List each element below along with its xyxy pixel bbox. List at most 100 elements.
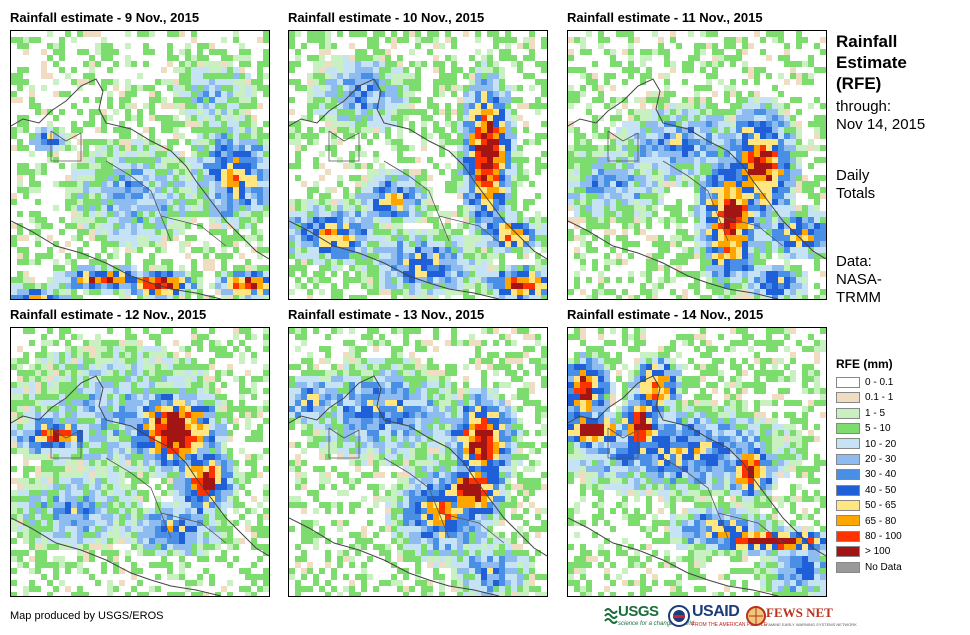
legend-label: 65 - 80 <box>865 515 897 527</box>
legend-item: 10 - 20 <box>836 438 946 453</box>
rainfall-raster <box>289 328 547 596</box>
legend-label: 80 - 100 <box>865 531 902 542</box>
legend-item: 30 - 40 <box>836 468 946 483</box>
legend-label: No Data <box>865 561 902 573</box>
rainfall-map <box>10 30 270 300</box>
totals-line: Daily <box>836 167 870 184</box>
rainfall-map <box>567 30 827 300</box>
legend-swatch <box>836 438 860 450</box>
legend-swatch <box>836 453 860 465</box>
panel-title: Rainfall estimate - 14 Nov., 2015 <box>567 307 764 322</box>
coastline <box>568 220 779 299</box>
source-line: Data: <box>836 253 872 270</box>
rainfall-map <box>288 327 548 597</box>
coastline <box>568 78 826 260</box>
legend-item: 1 - 5 <box>836 407 946 422</box>
legend-label: 0 - 0.1 <box>865 377 894 388</box>
usgs-tagline: science for a changing world <box>618 621 695 627</box>
usaid-tagline: FROM THE AMERICAN PEOPLE <box>692 622 767 628</box>
legend-label: 20 - 30 <box>865 454 897 465</box>
country-border <box>50 427 227 544</box>
rainfall-map <box>10 327 270 597</box>
rainfall-raster <box>568 31 826 299</box>
coastline <box>11 78 269 260</box>
usgs-logo: USGS science for a changing world <box>604 603 694 631</box>
legend-swatch <box>836 392 860 404</box>
country-border <box>607 427 784 544</box>
legend-label: 5 - 10 <box>865 423 891 435</box>
legend-main-title: Rainfall Estimate (RFE) <box>836 31 966 94</box>
legend-item: 0 - 0.1 <box>836 376 946 391</box>
title-line: (RFE) <box>836 74 882 93</box>
fews-net-logo: FEWS NET FAMINE EARLY WARNING SYSTEMS NE… <box>746 603 857 631</box>
fews-globe-icon <box>746 606 766 626</box>
legend-swatch <box>836 515 860 527</box>
panel-title: Rainfall estimate - 13 Nov., 2015 <box>288 307 485 322</box>
source-line: NASA- <box>836 271 882 288</box>
title-line: Rainfall <box>836 32 898 51</box>
usaid-logo: USAID FROM THE AMERICAN PEOPLE <box>668 603 767 631</box>
rainfall-raster <box>568 328 826 596</box>
coastline <box>289 220 500 299</box>
legend-item: 80 - 100 <box>836 530 946 545</box>
map-credit: Map produced by USGS/EROS <box>10 610 164 622</box>
rainfall-raster <box>11 31 269 299</box>
coastline <box>11 375 269 557</box>
coastline <box>568 375 826 557</box>
country-border <box>328 427 505 544</box>
legend-item: > 100 <box>836 545 946 560</box>
legend-swatch <box>836 500 860 512</box>
source-line: TRMM <box>836 289 881 306</box>
usaid-seal-icon <box>668 605 690 627</box>
through-date: through: Nov 14, 2015 <box>836 98 966 134</box>
country-border <box>328 130 505 247</box>
coastline <box>11 517 222 596</box>
coastline <box>11 220 222 299</box>
coastline <box>289 375 547 557</box>
panel-title: Rainfall estimate - 10 Nov., 2015 <box>288 10 485 25</box>
coastline <box>289 517 500 596</box>
totals-line: Totals <box>836 185 876 202</box>
legend-swatch <box>836 407 860 419</box>
data-source: Data: NASA- TRMM <box>836 253 966 307</box>
fews-name: FEWS NET <box>766 605 833 620</box>
legend-swatch <box>836 423 860 435</box>
rainfall-map <box>288 30 548 300</box>
usaid-name: USAID <box>692 603 740 620</box>
usgs-name: USGS <box>618 603 659 620</box>
rainfall-raster <box>289 31 547 299</box>
legend-item: 5 - 10 <box>836 422 946 437</box>
legend-item: 50 - 65 <box>836 499 946 514</box>
legend-item: 0.1 - 1 <box>836 391 946 406</box>
legend-label: 30 - 40 <box>865 469 897 481</box>
legend-swatch <box>836 469 860 481</box>
legend-item: 40 - 50 <box>836 484 946 499</box>
legend-swatch <box>836 530 860 542</box>
legend-swatch <box>836 561 860 573</box>
legend-label: 0.1 - 1 <box>865 392 894 404</box>
rainfall-raster <box>11 328 269 596</box>
coastline <box>289 78 547 260</box>
daily-totals-label: Daily Totals <box>836 167 966 203</box>
legend-item: 20 - 30 <box>836 453 946 468</box>
legend-title: RFE (mm) <box>836 357 893 371</box>
panel-title: Rainfall estimate - 11 Nov., 2015 <box>567 10 763 25</box>
legend-label: 1 - 5 <box>865 407 886 419</box>
legend-label: 10 - 20 <box>865 438 897 450</box>
legend-item: 65 - 80 <box>836 515 946 530</box>
title-line: Estimate <box>836 53 907 72</box>
country-border <box>607 130 784 247</box>
through-label: through: <box>836 98 892 115</box>
through-value: Nov 14, 2015 <box>836 116 926 133</box>
coastline <box>568 517 779 596</box>
panel-title: Rainfall estimate - 9 Nov., 2015 <box>10 10 200 25</box>
fews-tagline: FAMINE EARLY WARNING SYSTEMS NETWORK <box>766 622 857 627</box>
legend-swatch <box>836 376 860 388</box>
legend-swatch <box>836 546 860 558</box>
usgs-wave-icon <box>604 608 618 624</box>
rainfall-map <box>567 327 827 597</box>
legend-item: No Data <box>836 561 946 576</box>
country-border <box>50 130 227 247</box>
legend-label: 40 - 50 <box>865 484 897 496</box>
legend-label: 50 - 65 <box>865 500 897 512</box>
